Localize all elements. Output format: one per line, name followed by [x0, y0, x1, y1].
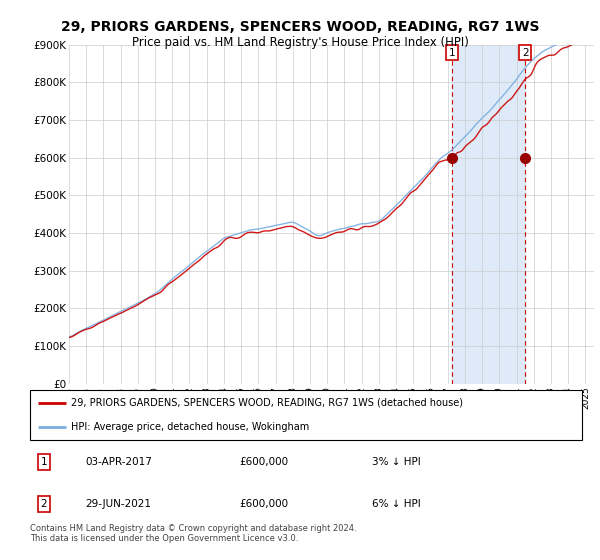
Text: 29, PRIORS GARDENS, SPENCERS WOOD, READING, RG7 1WS: 29, PRIORS GARDENS, SPENCERS WOOD, READI… [61, 20, 539, 34]
Text: 1: 1 [449, 48, 455, 58]
Text: 6% ↓ HPI: 6% ↓ HPI [372, 499, 421, 509]
Bar [452, 45, 525, 384]
Text: HPI: Average price, detached house, Wokingham: HPI: Average price, detached house, Woki… [71, 422, 310, 432]
Text: 3% ↓ HPI: 3% ↓ HPI [372, 457, 421, 467]
Text: 29-JUN-2021: 29-JUN-2021 [85, 499, 151, 509]
FancyBboxPatch shape [30, 390, 582, 440]
Text: Price paid vs. HM Land Registry's House Price Index (HPI): Price paid vs. HM Land Registry's House … [131, 36, 469, 49]
Text: £600,000: £600,000 [240, 457, 289, 467]
Text: 03-APR-2017: 03-APR-2017 [85, 457, 152, 467]
Text: £600,000: £600,000 [240, 499, 289, 509]
Text: Contains HM Land Registry data © Crown copyright and database right 2024.
This d: Contains HM Land Registry data © Crown c… [30, 524, 356, 543]
Text: 2: 2 [40, 499, 47, 509]
Text: 2: 2 [522, 48, 529, 58]
Text: 29, PRIORS GARDENS, SPENCERS WOOD, READING, RG7 1WS (detached house): 29, PRIORS GARDENS, SPENCERS WOOD, READI… [71, 398, 463, 408]
Text: 1: 1 [40, 457, 47, 467]
